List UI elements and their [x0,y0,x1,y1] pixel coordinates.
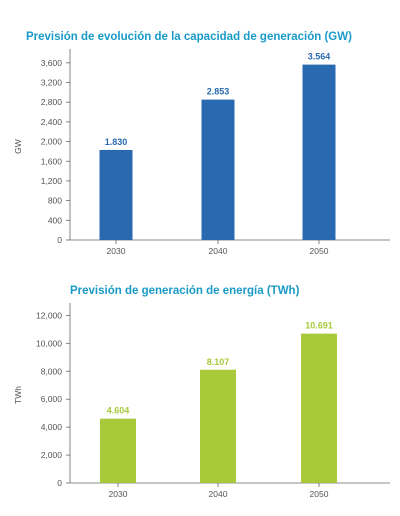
chart-title: Previsión de generación de energía (TWh) [70,285,300,297]
y-tick-label: 0 [57,235,62,245]
y-tick-label: 6,000 [41,394,63,404]
y-tick-label: 1,600 [41,156,63,166]
y-tick-label: 1,200 [41,176,63,186]
x-tick-label: 2050 [310,246,329,256]
x-tick-label: 2050 [310,489,329,499]
x-tick-label: 2030 [109,489,128,499]
y-tick-label: 8,000 [41,366,63,376]
data-label: 1.830 [105,137,128,147]
x-tick-label: 2030 [107,246,126,256]
data-label: 10.691 [305,321,333,331]
y-tick-label: 800 [48,196,62,206]
y-tick-label: 12,000 [36,310,62,320]
bar-2040 [201,99,235,240]
bar-2030 [100,418,136,483]
y-tick-label: 400 [48,215,62,225]
y-tick-label: 2,000 [41,450,63,460]
y-axis-label: TWh [13,386,23,404]
data-label: 8.107 [207,357,230,367]
y-tick-label: 2,800 [41,97,63,107]
data-label: 3.564 [308,52,331,62]
bar-2050 [301,333,337,483]
y-tick-label: 4,000 [41,422,63,432]
x-tick-label: 2040 [209,489,228,499]
x-tick-label: 2040 [209,246,228,256]
y-tick-label: 3,600 [41,58,63,68]
y-tick-label: 0 [57,478,62,488]
y-tick-label: 10,000 [36,338,62,348]
chart-2: Previsión de generación de energía (TWh)… [13,285,390,499]
data-label: 2.853 [207,87,230,97]
data-label: 4.604 [107,406,130,416]
y-tick-label: 3,200 [41,78,63,88]
bar-2050 [302,64,336,241]
y-tick-label: 2,000 [41,137,63,147]
chart-title: Previsión de evolución de la capacidad d… [26,31,352,43]
chart-1: Previsión de evolución de la capacidad d… [13,31,390,256]
y-axis-label: GW [13,139,23,154]
y-tick-label: 2,400 [41,117,63,127]
bar-2040 [200,369,236,483]
bar-2030 [99,149,133,240]
